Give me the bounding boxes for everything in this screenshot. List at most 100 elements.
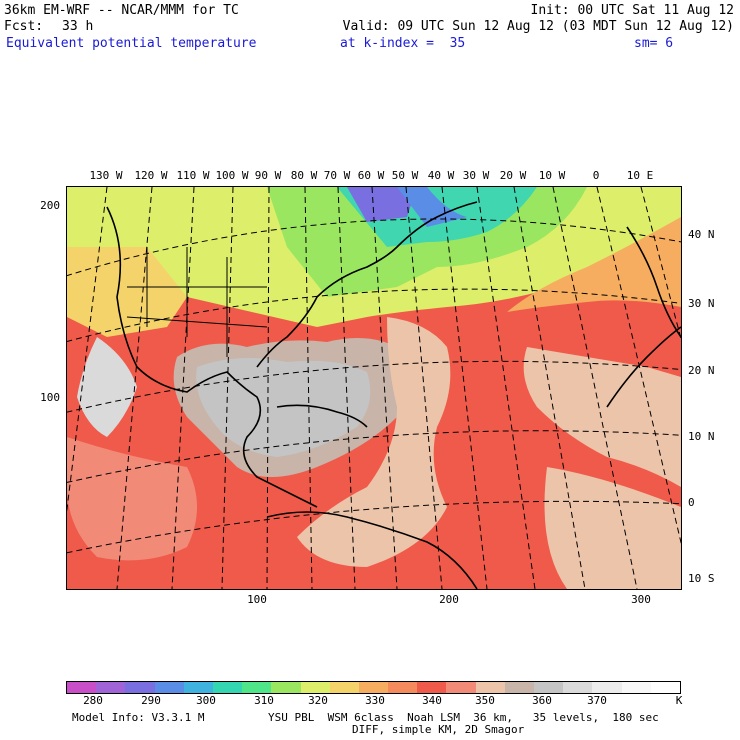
colorbar-label: 370 bbox=[587, 694, 607, 707]
lat-label: 10 S bbox=[688, 572, 715, 585]
colorbar-swatch bbox=[242, 682, 272, 693]
colorbar-swatch bbox=[563, 682, 593, 693]
cold-core bbox=[397, 187, 467, 227]
grid-x-label: 300 bbox=[631, 593, 651, 606]
colorbar-label: 330 bbox=[365, 694, 385, 707]
lon-label: 0 bbox=[592, 169, 600, 182]
lon-label: 70 W bbox=[323, 169, 351, 182]
lon-line bbox=[116, 187, 153, 589]
theta-e-map bbox=[66, 186, 682, 590]
smoothing-info: sm= 6 bbox=[634, 36, 674, 51]
diffusion-info: DIFF, simple KM, 2D Smagor bbox=[352, 723, 525, 736]
cuba-coast bbox=[276, 404, 368, 428]
lon-label: 50 W bbox=[391, 169, 419, 182]
southeast-band bbox=[544, 467, 681, 589]
colorbar-label: 360 bbox=[532, 694, 552, 707]
lon-line bbox=[476, 187, 536, 589]
caribbean-region bbox=[196, 358, 371, 457]
lon-line bbox=[371, 187, 398, 589]
forecast-label: Fcst: bbox=[4, 19, 44, 34]
lat-line bbox=[67, 500, 681, 554]
map-canvas bbox=[67, 187, 681, 589]
valid-time: Valid: 09 UTC Sun 12 Aug 12 (03 MDT Sun … bbox=[342, 19, 734, 34]
colorbar-swatch bbox=[271, 682, 301, 693]
lon-line bbox=[337, 187, 356, 589]
graticule bbox=[67, 187, 681, 589]
coastlines bbox=[106, 201, 681, 589]
lon-line bbox=[513, 187, 586, 589]
colorbar-swatch bbox=[96, 682, 126, 693]
atlantic-band bbox=[297, 317, 451, 567]
lat-line bbox=[67, 430, 681, 483]
lat-line bbox=[67, 360, 681, 413]
level-info: at k-index = 35 bbox=[340, 36, 466, 51]
east-coast bbox=[256, 201, 478, 368]
lon-line bbox=[266, 187, 270, 589]
lon-label: 110 W bbox=[176, 169, 210, 182]
lon-line bbox=[67, 187, 108, 513]
lat-label: 10 N bbox=[688, 430, 715, 443]
lon-label: 10 E bbox=[626, 169, 654, 182]
color-scale-bar bbox=[66, 681, 681, 694]
lon-line bbox=[171, 187, 195, 589]
colorbar-label: 280 bbox=[83, 694, 103, 707]
physics-info: YSU PBL WSM 6class Noah LSM 36 km, 35 le… bbox=[268, 711, 659, 724]
colorbar-swatch bbox=[329, 682, 359, 693]
lon-label: 60 W bbox=[357, 169, 385, 182]
borders bbox=[126, 247, 268, 357]
lat-label: 0 bbox=[688, 496, 695, 509]
colorbar-label: 310 bbox=[254, 694, 274, 707]
lat-label: 20 N bbox=[688, 364, 715, 377]
colorbar-swatch bbox=[154, 682, 184, 693]
warm-band-east bbox=[507, 217, 681, 312]
lon-line bbox=[596, 187, 681, 545]
colorbar-swatch bbox=[475, 682, 505, 693]
colorbar-swatch bbox=[183, 682, 213, 693]
lon-line bbox=[221, 187, 234, 589]
colorbar-swatch bbox=[534, 682, 564, 693]
colorbar-unit: K bbox=[675, 694, 683, 707]
forecast-hours: 33 h bbox=[62, 19, 94, 34]
lon-label: 40 W bbox=[427, 169, 455, 182]
lon-label: 120 W bbox=[134, 169, 168, 182]
colorbar-label: 340 bbox=[422, 694, 442, 707]
colorbar-label: 290 bbox=[141, 694, 161, 707]
border bbox=[146, 247, 228, 357]
lon-line bbox=[552, 187, 638, 589]
coldest-region bbox=[347, 187, 417, 222]
pacific-region bbox=[77, 337, 137, 437]
border bbox=[126, 316, 268, 328]
lon-label: 130 W bbox=[89, 169, 123, 182]
colorbar-swatch bbox=[650, 682, 680, 693]
lon-label: 80 W bbox=[290, 169, 318, 182]
colorbar-label: 320 bbox=[308, 694, 328, 707]
lon-line bbox=[441, 187, 488, 589]
colorbar-swatch bbox=[358, 682, 389, 693]
colorbar-swatch bbox=[125, 682, 155, 693]
pacific-south bbox=[67, 437, 197, 561]
model-title: 36km EM-WRF -- NCAR/MMM for TC bbox=[4, 3, 239, 18]
lon-label: 90 W bbox=[254, 169, 282, 182]
lon-label: 20 W bbox=[499, 169, 527, 182]
grid-x-label: 100 bbox=[247, 593, 267, 606]
east-atlantic-band bbox=[523, 347, 681, 487]
colorbar-swatch bbox=[67, 682, 97, 693]
grid-y-label: 200 bbox=[40, 199, 60, 212]
lon-line bbox=[304, 187, 313, 589]
colorbar-label: 350 bbox=[475, 694, 495, 707]
lon-label: 10 W bbox=[538, 169, 566, 182]
colorbar-swatch bbox=[592, 682, 622, 693]
lat-line bbox=[67, 288, 681, 343]
colorbar-swatch bbox=[446, 682, 476, 693]
north-america-coast bbox=[106, 206, 318, 508]
colorbar-swatch bbox=[300, 682, 330, 693]
colorbar-swatch bbox=[212, 682, 243, 693]
grid-y-label: 100 bbox=[40, 391, 60, 404]
colorbar-swatch bbox=[388, 682, 418, 693]
colorbar-label: 300 bbox=[196, 694, 216, 707]
europe-coast bbox=[626, 226, 681, 338]
lat-label: 30 N bbox=[688, 297, 715, 310]
lon-label: 30 W bbox=[462, 169, 490, 182]
south-america-coast bbox=[266, 511, 478, 589]
model-info: Model Info: V3.3.1 M bbox=[72, 711, 205, 724]
